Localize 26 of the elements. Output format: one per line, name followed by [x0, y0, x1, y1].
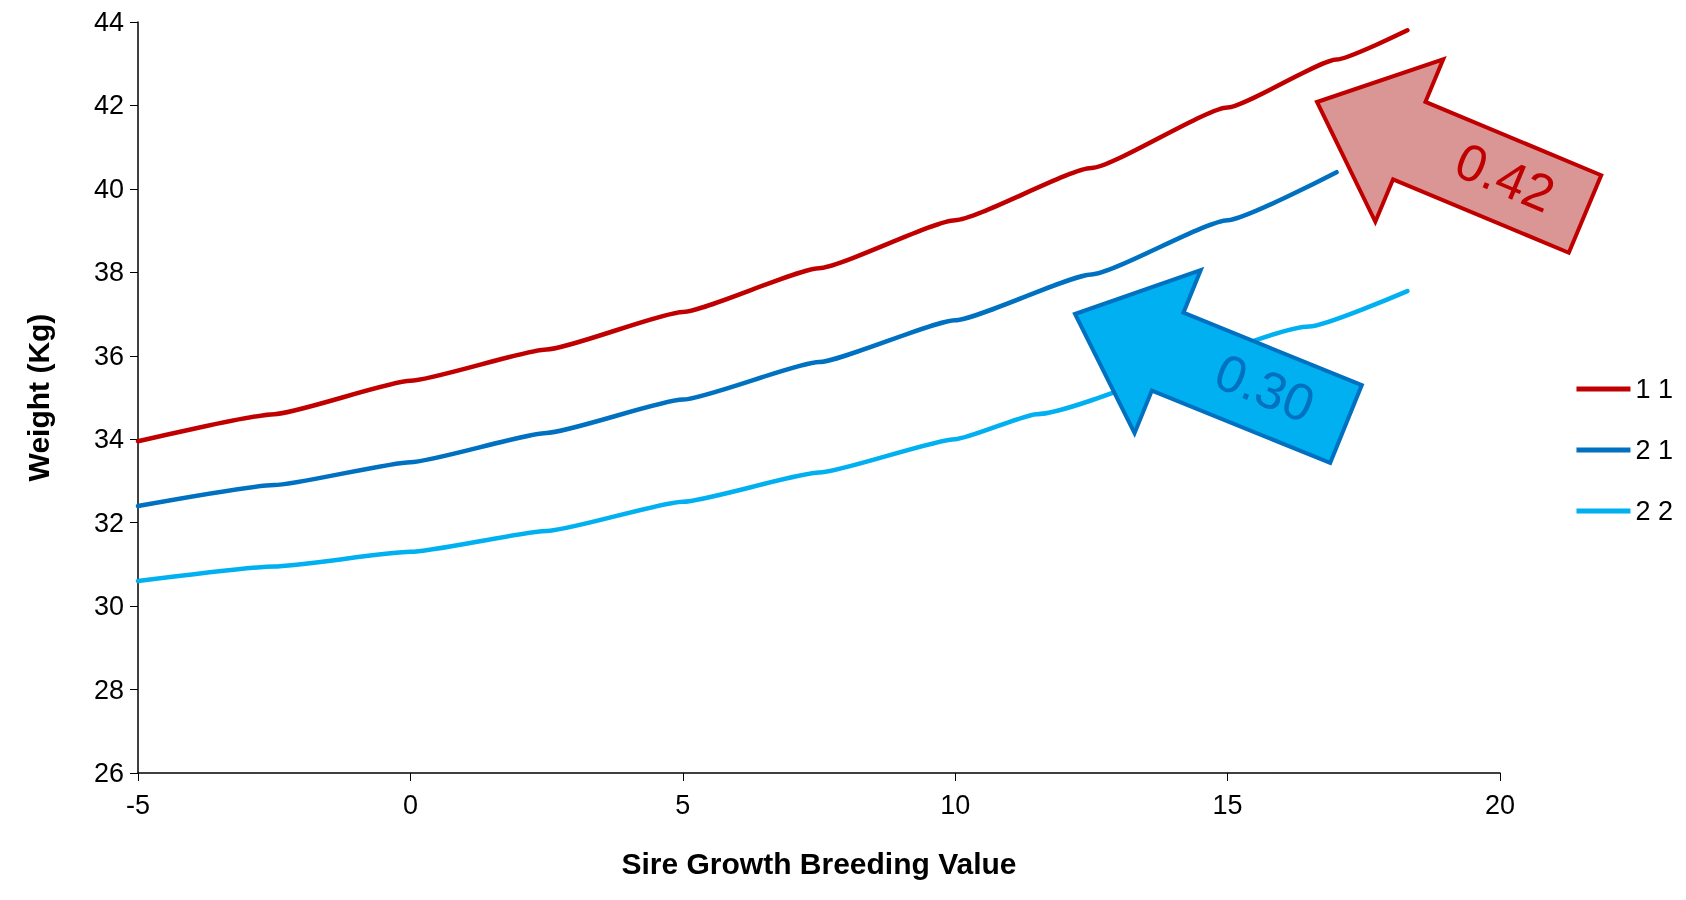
legend-label: 2 2 — [1635, 496, 1674, 526]
x-tick-label: 0 — [402, 789, 418, 820]
annotation: 0.30 — [1207, 341, 1323, 434]
y-tick-label: 36 — [93, 340, 124, 371]
y-tick-label: 28 — [93, 674, 124, 705]
legend-label: 1 1 — [1635, 374, 1674, 404]
y-axis-title: Weight (Kg) — [21, 313, 55, 482]
y-tick-label: 44 — [93, 7, 124, 37]
line-series — [135, 169, 1339, 509]
x-tick-label: 5 — [675, 789, 691, 820]
annotation: 0.42 — [1447, 131, 1564, 224]
x-tick-label: 10 — [940, 789, 971, 820]
x-tick-label: -5 — [125, 789, 151, 820]
line-series — [135, 288, 1410, 584]
line-series — [135, 28, 1410, 444]
y-tick-label: 34 — [93, 424, 124, 455]
y-tick-label: 38 — [93, 257, 124, 288]
y-tick-label: 32 — [93, 507, 124, 538]
y-tick-label: 26 — [93, 758, 124, 788]
x-tick-label: 15 — [1212, 789, 1243, 820]
x-axis-title: Sire Growth Breeding Value — [621, 846, 1017, 880]
y-tick-label: 42 — [93, 90, 124, 121]
y-tick-label: 40 — [93, 173, 124, 204]
y-tick-label: 30 — [93, 591, 124, 622]
x-tick-label: 20 — [1484, 789, 1516, 820]
legend-label: 2 1 — [1635, 435, 1674, 465]
